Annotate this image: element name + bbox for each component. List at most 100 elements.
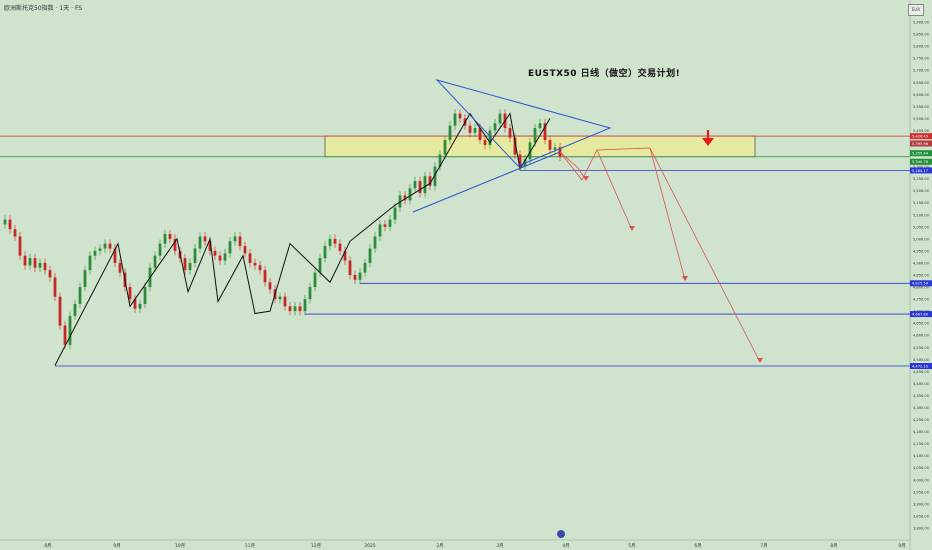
price-label-box [910,167,932,174]
candle-body [388,219,392,227]
candle-body [223,253,227,261]
candle-body [323,246,327,259]
x-tick-label: 9月 [898,543,905,549]
candle-body [493,123,497,131]
candle-body [158,243,162,256]
candle-body [13,229,17,237]
y-tick-label: 5,100.00 [913,213,930,217]
y-tick-label: 5,150.00 [913,201,930,205]
candle-body [33,258,37,268]
y-tick-label: 4,450.00 [913,370,930,374]
candle-body [258,265,262,271]
candle-body [308,287,312,300]
y-tick-label: 5,650.00 [913,81,930,85]
candle-body [268,282,272,290]
y-tick-label: 5,200.00 [913,189,930,193]
candle-body [508,128,512,138]
candle-body [58,296,62,326]
symbol-name: 欧洲斯托克50指数 [4,5,54,12]
short-arrow-head [702,138,714,146]
candle-body [88,255,92,271]
candle-body [328,238,332,247]
candle-body [253,262,257,266]
y-tick-label: 4,750.00 [913,298,930,302]
candle-body [248,253,252,263]
candle-body [93,250,97,256]
projection-arrowhead [583,176,589,181]
candle-body [283,296,287,307]
candle-body [113,248,117,263]
candle-body [203,236,207,242]
y-tick-label: 3,900.00 [913,502,930,506]
candle-body [153,255,157,268]
candle-body [288,306,292,312]
candle-body [528,142,532,160]
candle-body [553,147,557,150]
price-label-box [910,280,932,287]
y-tick-label: 5,250.00 [913,177,930,181]
projection-arrowhead [682,276,688,281]
candle-body [18,236,22,256]
candle-body [443,140,447,155]
y-tick-label: 5,800.00 [913,45,930,49]
symmetric-triangle [435,79,612,167]
candle-body [53,277,57,297]
exchange: FS [74,5,83,12]
candle-body [468,125,472,133]
candle-body [298,306,302,312]
y-tick-label: 4,950.00 [913,249,930,253]
candle-body [488,130,492,145]
currency-label[interactable]: EUR [908,4,924,16]
zigzag-trend-line [54,112,551,366]
candle-body [233,236,237,242]
candle-body [263,270,267,283]
projection-path [649,147,761,363]
candle-body [108,243,112,249]
candle-body [303,299,307,312]
projection-path [596,147,686,281]
candle-body [78,287,82,304]
price-label: 5,426.45 [912,135,928,139]
candle-body [423,176,427,194]
y-tick-label: 5,750.00 [913,57,930,61]
x-tick-label: 4月 [562,543,569,549]
price-label: 5,395.96 [912,142,929,146]
y-tick-label: 4,300.00 [913,406,930,410]
candle-body [73,303,77,316]
timeframe: · 1天 · [55,5,74,12]
candle-body [238,236,242,247]
candle-body [353,275,357,280]
y-tick-label: 5,500.00 [913,117,930,121]
y-tick-label: 4,000.00 [913,478,930,482]
projection-arrowhead [629,226,635,231]
candle-body [103,243,107,249]
triangle-support-line [412,151,561,213]
candle-body [408,188,412,201]
y-tick-label: 4,400.00 [913,382,930,386]
x-tick-label: 2025 [364,543,375,549]
candle-body [393,207,397,220]
chart-title: EUSTX50 日线（做空）交易计划! [528,69,681,79]
candle-body [183,258,187,271]
price-label-box [910,311,932,318]
candle-body [478,128,482,141]
x-tick-label: 8月 [44,543,51,549]
y-tick-label: 5,700.00 [913,69,930,73]
price-label-box [910,158,932,165]
y-tick-label: 4,800.00 [913,286,930,290]
y-tick-label: 3,850.00 [913,514,930,518]
y-tick-label: 5,300.00 [913,165,930,169]
candle-body [338,243,342,251]
candle-body [403,195,407,201]
candle-body [48,270,52,278]
event-marker [557,530,565,538]
x-tick-label: 3月 [496,543,503,549]
candle-body [43,262,47,271]
candle-body [3,219,7,225]
price-label: 5,355.44 [912,152,929,156]
y-tick-label: 4,900.00 [913,261,930,265]
y-tick-label: 4,600.00 [913,334,930,338]
y-tick-label: 5,550.00 [913,105,930,109]
